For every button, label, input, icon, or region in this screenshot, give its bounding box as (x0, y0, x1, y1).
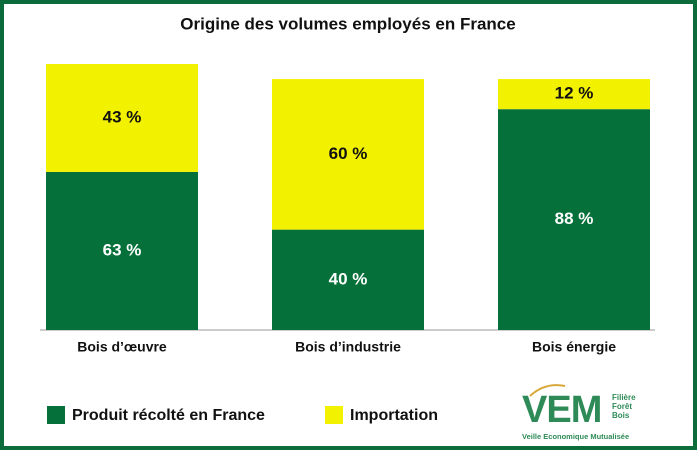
legend-label: Importation (350, 407, 438, 424)
data-label: 40 % (329, 269, 368, 288)
data-label: 43 % (103, 107, 142, 126)
bar-segment (272, 229, 424, 330)
x-tick-label: Bois d’industrie (295, 339, 401, 355)
data-label: 60 % (329, 144, 368, 163)
logo-letters: VEM (522, 389, 601, 431)
chart-title: Origine des volumes employés en France (180, 14, 515, 33)
bar-segment (46, 64, 198, 172)
data-label: 63 % (103, 240, 142, 259)
bar-segment (498, 79, 650, 110)
logo-arc (529, 384, 566, 397)
x-tick-label: Bois d’œuvre (77, 339, 167, 355)
logo-line: Filière (612, 393, 636, 402)
legend-swatch (47, 406, 65, 424)
logo-line: Bois (612, 411, 630, 420)
legend-swatch (325, 406, 343, 424)
data-label: 12 % (555, 84, 594, 103)
logo-line: Forêt (612, 402, 632, 411)
legend-label: Produit récolté en France (72, 407, 265, 424)
logo: VEM Filière Forêt Bois Veille Economique… (522, 384, 636, 441)
bar-segment (498, 109, 650, 330)
bar-segment (46, 171, 198, 330)
data-label: 88 % (555, 209, 594, 228)
x-tick-label: Bois énergie (532, 339, 616, 355)
logo-tagline: Veille Economique Mutualisée (522, 432, 629, 441)
bar-segment (272, 79, 424, 230)
